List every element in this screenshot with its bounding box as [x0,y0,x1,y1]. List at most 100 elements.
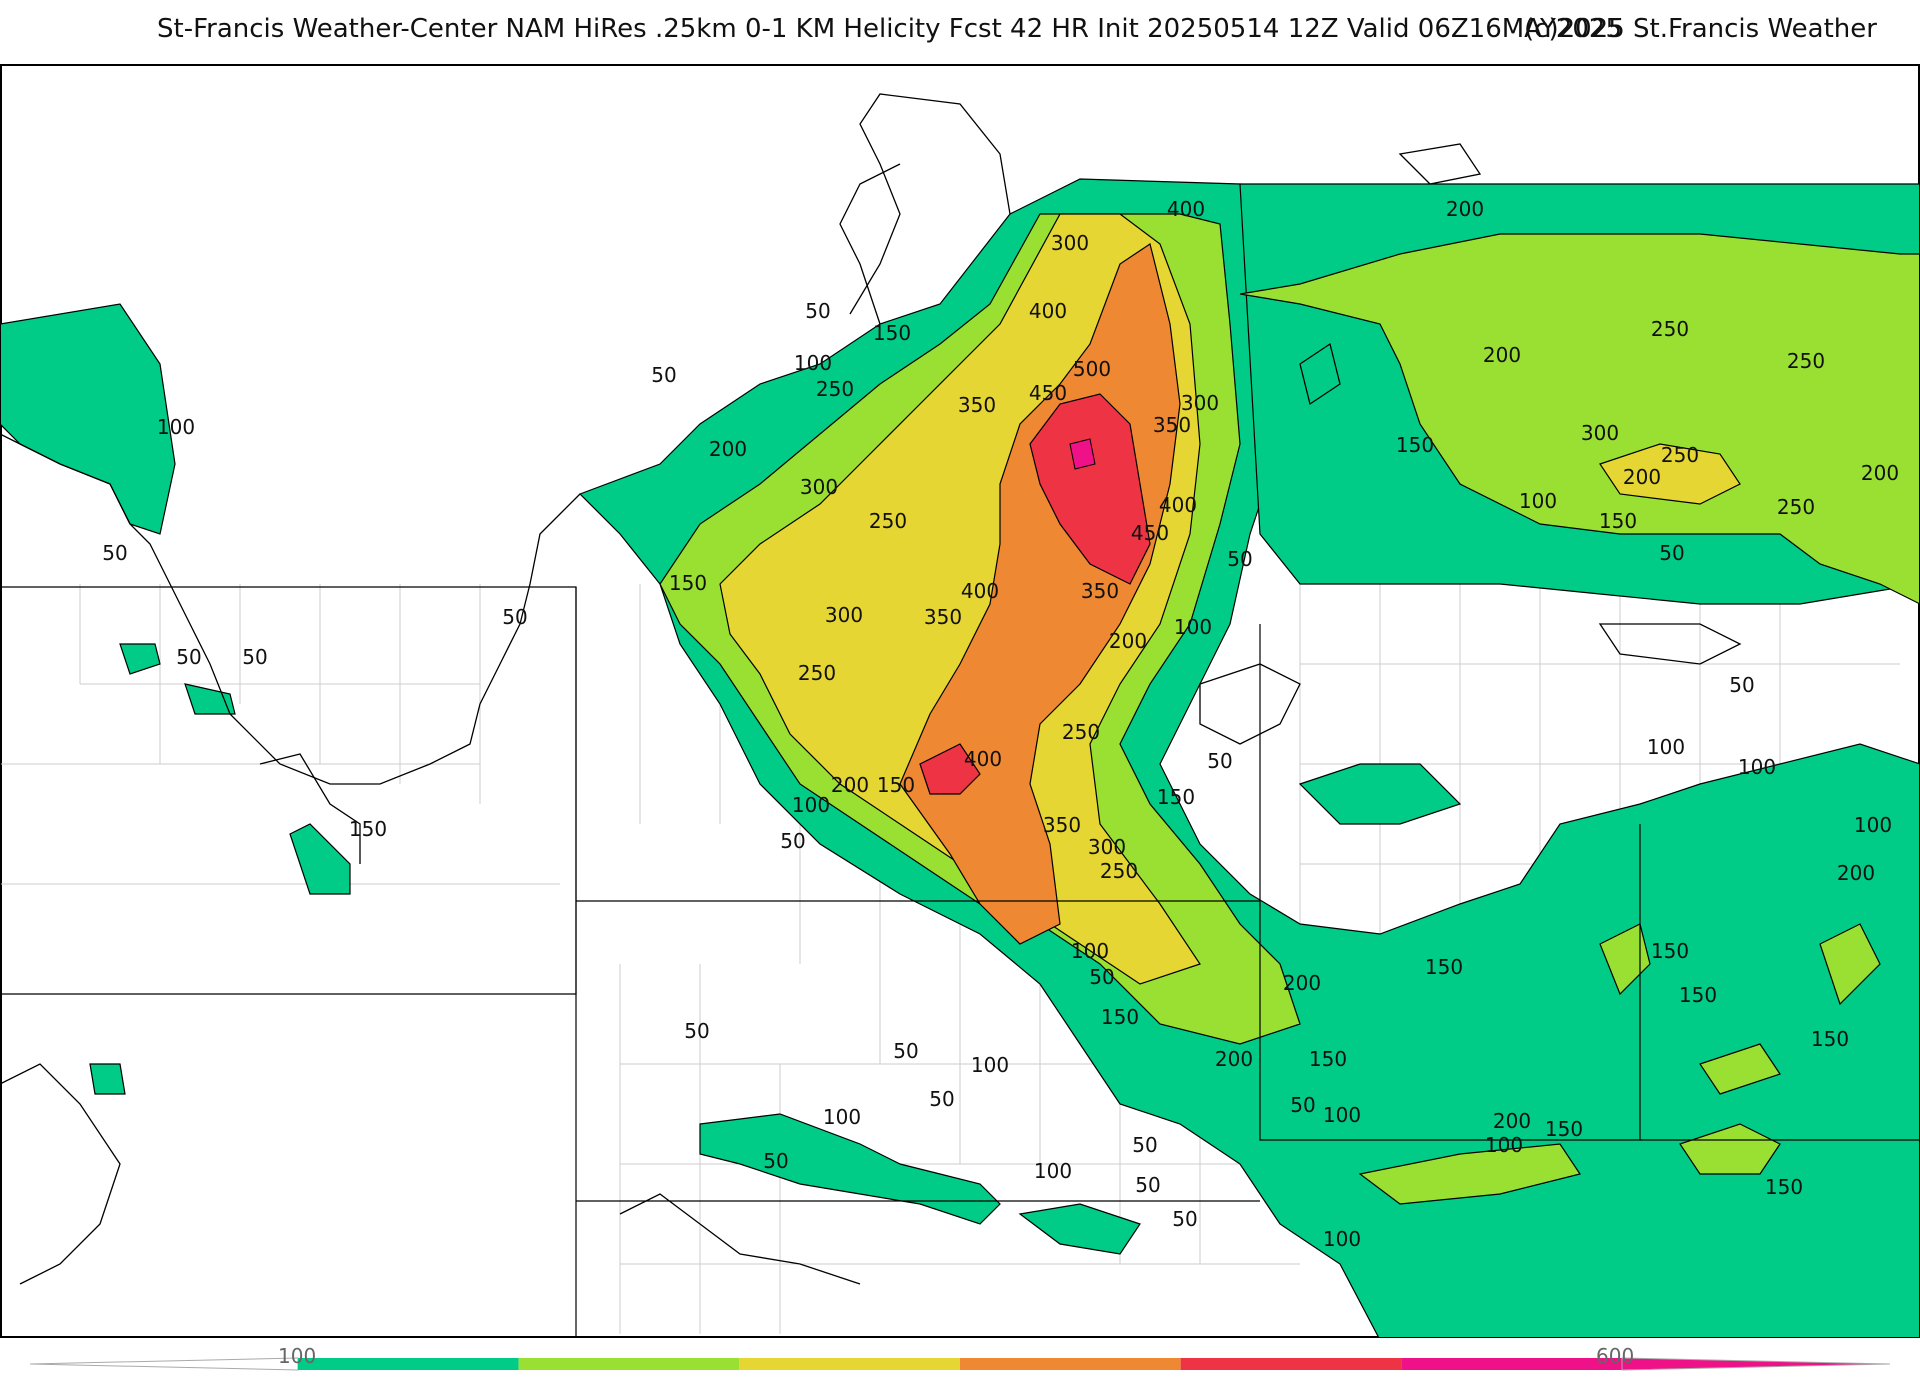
contour-label: 50 [651,363,676,387]
contour-label: 50 [1659,541,1684,565]
contour-label: 50 [102,541,127,565]
contour-label: 200 [1837,861,1875,885]
contour-label: 50 [1227,547,1252,571]
helicity-shade-max [1069,438,1096,470]
map-title: St-Francis Weather-Center NAM HiRes .25k… [157,14,1623,44]
contour-label: 50 [242,645,267,669]
contour-label: 250 [869,509,907,533]
contour-label: 150 [1679,983,1717,1007]
contour-label: 50 [1290,1093,1315,1117]
contour-label: 100 [157,415,195,439]
contour-label: 100 [1034,1159,1072,1183]
contour-label: 300 [1181,391,1219,415]
copyright: (c)2025 St.Francis Weather [1524,14,1877,44]
helicity-shade-500 [919,393,1151,795]
contour-label: 450 [1131,521,1169,545]
colorbar-segment [518,1358,740,1370]
contour-label: 200 [1493,1109,1531,1133]
contour-label: 150 [669,571,707,595]
contour-label: 200 [1483,343,1521,367]
contour-label: 350 [1081,579,1119,603]
contour-label: 150 [349,817,387,841]
contour-label: 100 [1519,489,1557,513]
contour-label: 50 [1089,965,1114,989]
colorbar-segment [1180,1358,1402,1370]
colorbar [29,1357,1891,1371]
contour-label: 200 [1215,1047,1253,1071]
contour-label: 350 [924,605,962,629]
colorbar-segments [298,1358,1622,1370]
contour-label: 150 [877,773,915,797]
contour-label: 400 [1159,493,1197,517]
contour-label: 100 [792,793,830,817]
contour-label: 50 [929,1087,954,1111]
contour-label: 200 [1446,197,1484,221]
contour-label: 200 [1109,629,1147,653]
contour-label: 150 [1599,509,1637,533]
contour-label: 150 [1157,785,1195,809]
contour-label: 50 [502,605,527,629]
contour-label: 300 [825,603,863,627]
contour-label: 250 [1777,495,1815,519]
contour-label: 50 [780,829,805,853]
contour-label: 350 [1043,813,1081,837]
contour-label: 250 [1651,317,1689,341]
colorbar-high-arrow [1621,1357,1891,1371]
contour-label: 300 [1051,231,1089,255]
contour-label: 100 [1647,735,1685,759]
contour-label: 50 [763,1149,788,1173]
contour-label: 250 [816,377,854,401]
contour-label: 400 [1167,197,1205,221]
contour-label: 100 [823,1105,861,1129]
contour-label: 200 [1861,461,1899,485]
contour-label: 100 [1174,615,1212,639]
contour-label: 150 [1651,939,1689,963]
colorbar-label-low: 100 [278,1344,317,1368]
contour-label: 100 [1485,1133,1523,1157]
contour-label: 50 [1172,1207,1197,1231]
contour-label: 150 [873,321,911,345]
contour-label: 100 [1071,939,1109,963]
contour-label: 200 [709,437,747,461]
contour-label: 400 [1029,299,1067,323]
contour-label: 100 [971,1053,1009,1077]
contour-label: 350 [1153,413,1191,437]
contour-label: 100 [1323,1103,1361,1127]
contour-label: 150 [1811,1027,1849,1051]
contour-label: 50 [893,1039,918,1063]
contour-label: 250 [1062,720,1100,744]
contour-label: 100 [1854,813,1892,837]
colorbar-label-high: 600 [1596,1344,1635,1368]
contour-label: 200 [831,773,869,797]
colorbar-segment [298,1358,519,1370]
contour-label: 50 [1207,749,1232,773]
contour-label: 350 [958,393,996,417]
contour-label: 200 [1283,971,1321,995]
contour-label: 150 [1101,1005,1139,1029]
contour-label: 100 [1738,755,1776,779]
contour-label: 200 [1623,465,1661,489]
contour-label: 50 [1135,1173,1160,1197]
contour-label: 300 [1088,835,1126,859]
map-title-bar: St-Francis Weather-Center NAM HiRes .25k… [0,14,1920,54]
coastlines [1,93,1742,1285]
contour-label: 400 [961,579,999,603]
colorbar-segment [739,1358,960,1370]
contour-label: 450 [1029,381,1067,405]
contour-label: 250 [1100,859,1138,883]
contour-label: 100 [794,351,832,375]
contour-label: 50 [684,1019,709,1043]
contour-label: 300 [800,475,838,499]
colorbar-segment [1401,1358,1622,1370]
contour-label: 300 [1581,421,1619,445]
state-lines [1,586,1919,1337]
colorbar-low-arrow [29,1357,299,1371]
contour-label: 150 [1309,1047,1347,1071]
contour-label: 50 [1729,673,1754,697]
contour-label: 50 [1132,1133,1157,1157]
contour-label: 250 [1661,443,1699,467]
contour-label: 150 [1545,1117,1583,1141]
contour-label: 150 [1425,955,1463,979]
